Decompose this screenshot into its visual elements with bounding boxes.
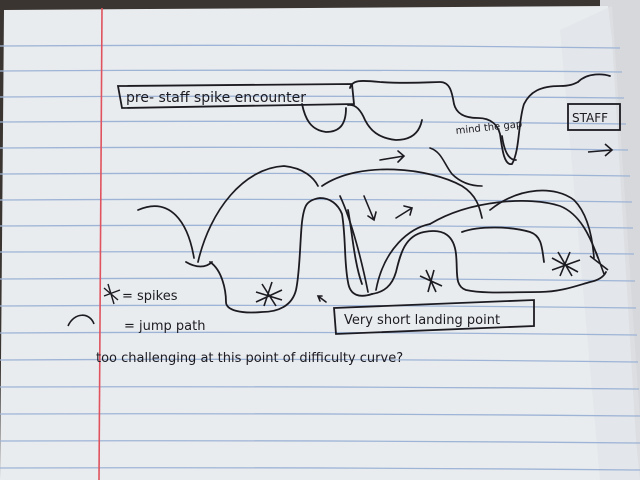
landing-note-box <box>333 299 535 335</box>
title-box <box>116 83 355 109</box>
margin-line <box>98 7 103 480</box>
upper-corridor <box>301 73 611 165</box>
spike-legend-icon <box>103 283 121 305</box>
jump-path-legend-label: = jump path <box>124 319 205 334</box>
level-ground <box>185 197 607 314</box>
staff-arrow <box>587 143 614 157</box>
staff-box <box>567 103 621 131</box>
direction-arrows <box>316 147 483 303</box>
difficulty-question: too challenging at this point of difficu… <box>96 351 403 366</box>
ruled-lines <box>0 44 640 471</box>
notebook-page <box>0 6 640 480</box>
jump-path-legend-icon <box>67 314 95 327</box>
spike-icon <box>255 251 609 307</box>
staff-label: STAFF <box>572 111 608 125</box>
spike-legend-label: = spikes <box>122 289 178 304</box>
landing-note: Very short landing point <box>344 313 500 328</box>
jump-paths <box>137 165 599 293</box>
sketch-title: pre- staff spike encounter <box>126 90 306 106</box>
